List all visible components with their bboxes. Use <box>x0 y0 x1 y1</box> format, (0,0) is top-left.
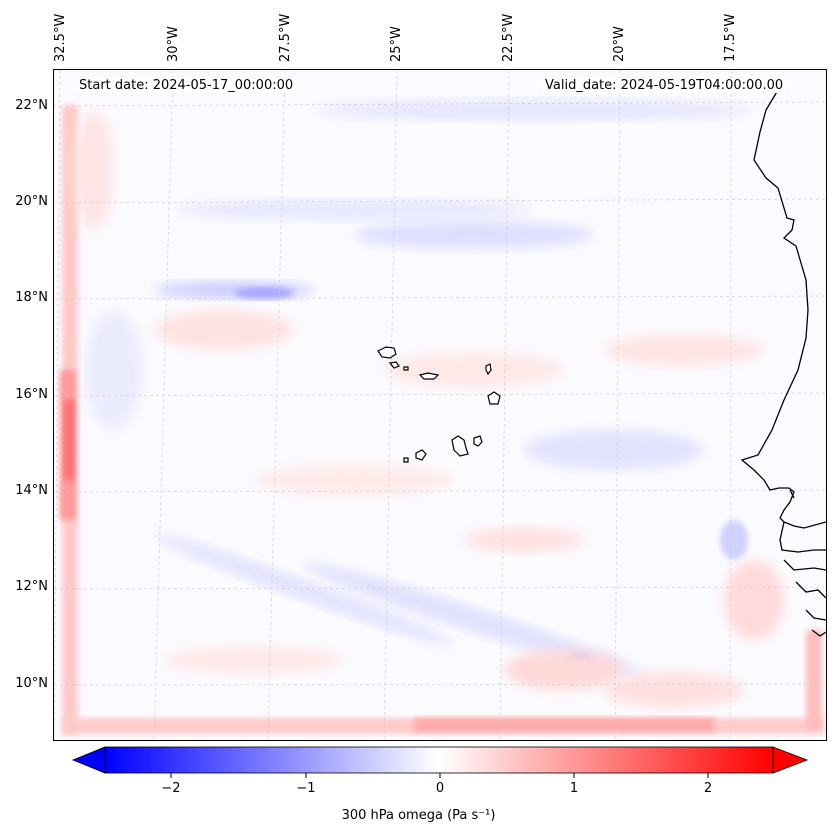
lat-label-18n: 18°N <box>15 290 48 305</box>
lat-label-22n: 22°N <box>15 98 48 113</box>
gridlines <box>54 70 826 740</box>
lat-label-10n: 10°N <box>15 676 48 691</box>
lon-label-30w: 30°W <box>166 26 181 62</box>
colorbar-tick-0: 0 <box>435 781 445 796</box>
lat-label-12n: 12°N <box>15 579 48 594</box>
colorbar-gradient <box>104 746 774 774</box>
lat-label-16n: 16°N <box>15 387 48 402</box>
colorbar-tick-neg1: −1 <box>296 781 316 796</box>
lon-label-17-5w: 17.5°W <box>723 13 738 62</box>
colorbar <box>71 746 809 778</box>
coastline <box>740 89 826 637</box>
lon-label-20w: 20°W <box>612 26 627 62</box>
colorbar-extend-high <box>772 746 809 774</box>
lat-label-20n: 20°N <box>15 194 48 209</box>
lat-label-14n: 14°N <box>15 483 48 498</box>
lon-label-32-5w: 32.5°W <box>53 13 68 62</box>
colorbar-tick-1: 1 <box>569 781 579 796</box>
lon-label-27-5w: 27.5°W <box>278 13 293 62</box>
map-panel <box>53 69 827 741</box>
colorbar-tick-neg2: −2 <box>161 781 181 796</box>
lon-label-25w: 25°W <box>389 26 404 62</box>
colorbar-label: 300 hPa omega (Pa s⁻¹) <box>341 808 496 823</box>
valid-date-label: Valid_date: 2024-05-19T04:00:00.00 <box>543 78 786 93</box>
colorbar-tick-2: 2 <box>703 781 713 796</box>
start-date-label: Start date: 2024-05-17_00:00:00 <box>77 78 296 93</box>
lon-label-22-5w: 22.5°W <box>501 13 516 62</box>
colorbar-extend-low <box>71 746 106 774</box>
omega-field-shading <box>60 100 824 735</box>
colorbar-ticks <box>170 773 709 778</box>
omega-field-map <box>54 70 826 740</box>
cape-verde-islands <box>377 346 501 463</box>
